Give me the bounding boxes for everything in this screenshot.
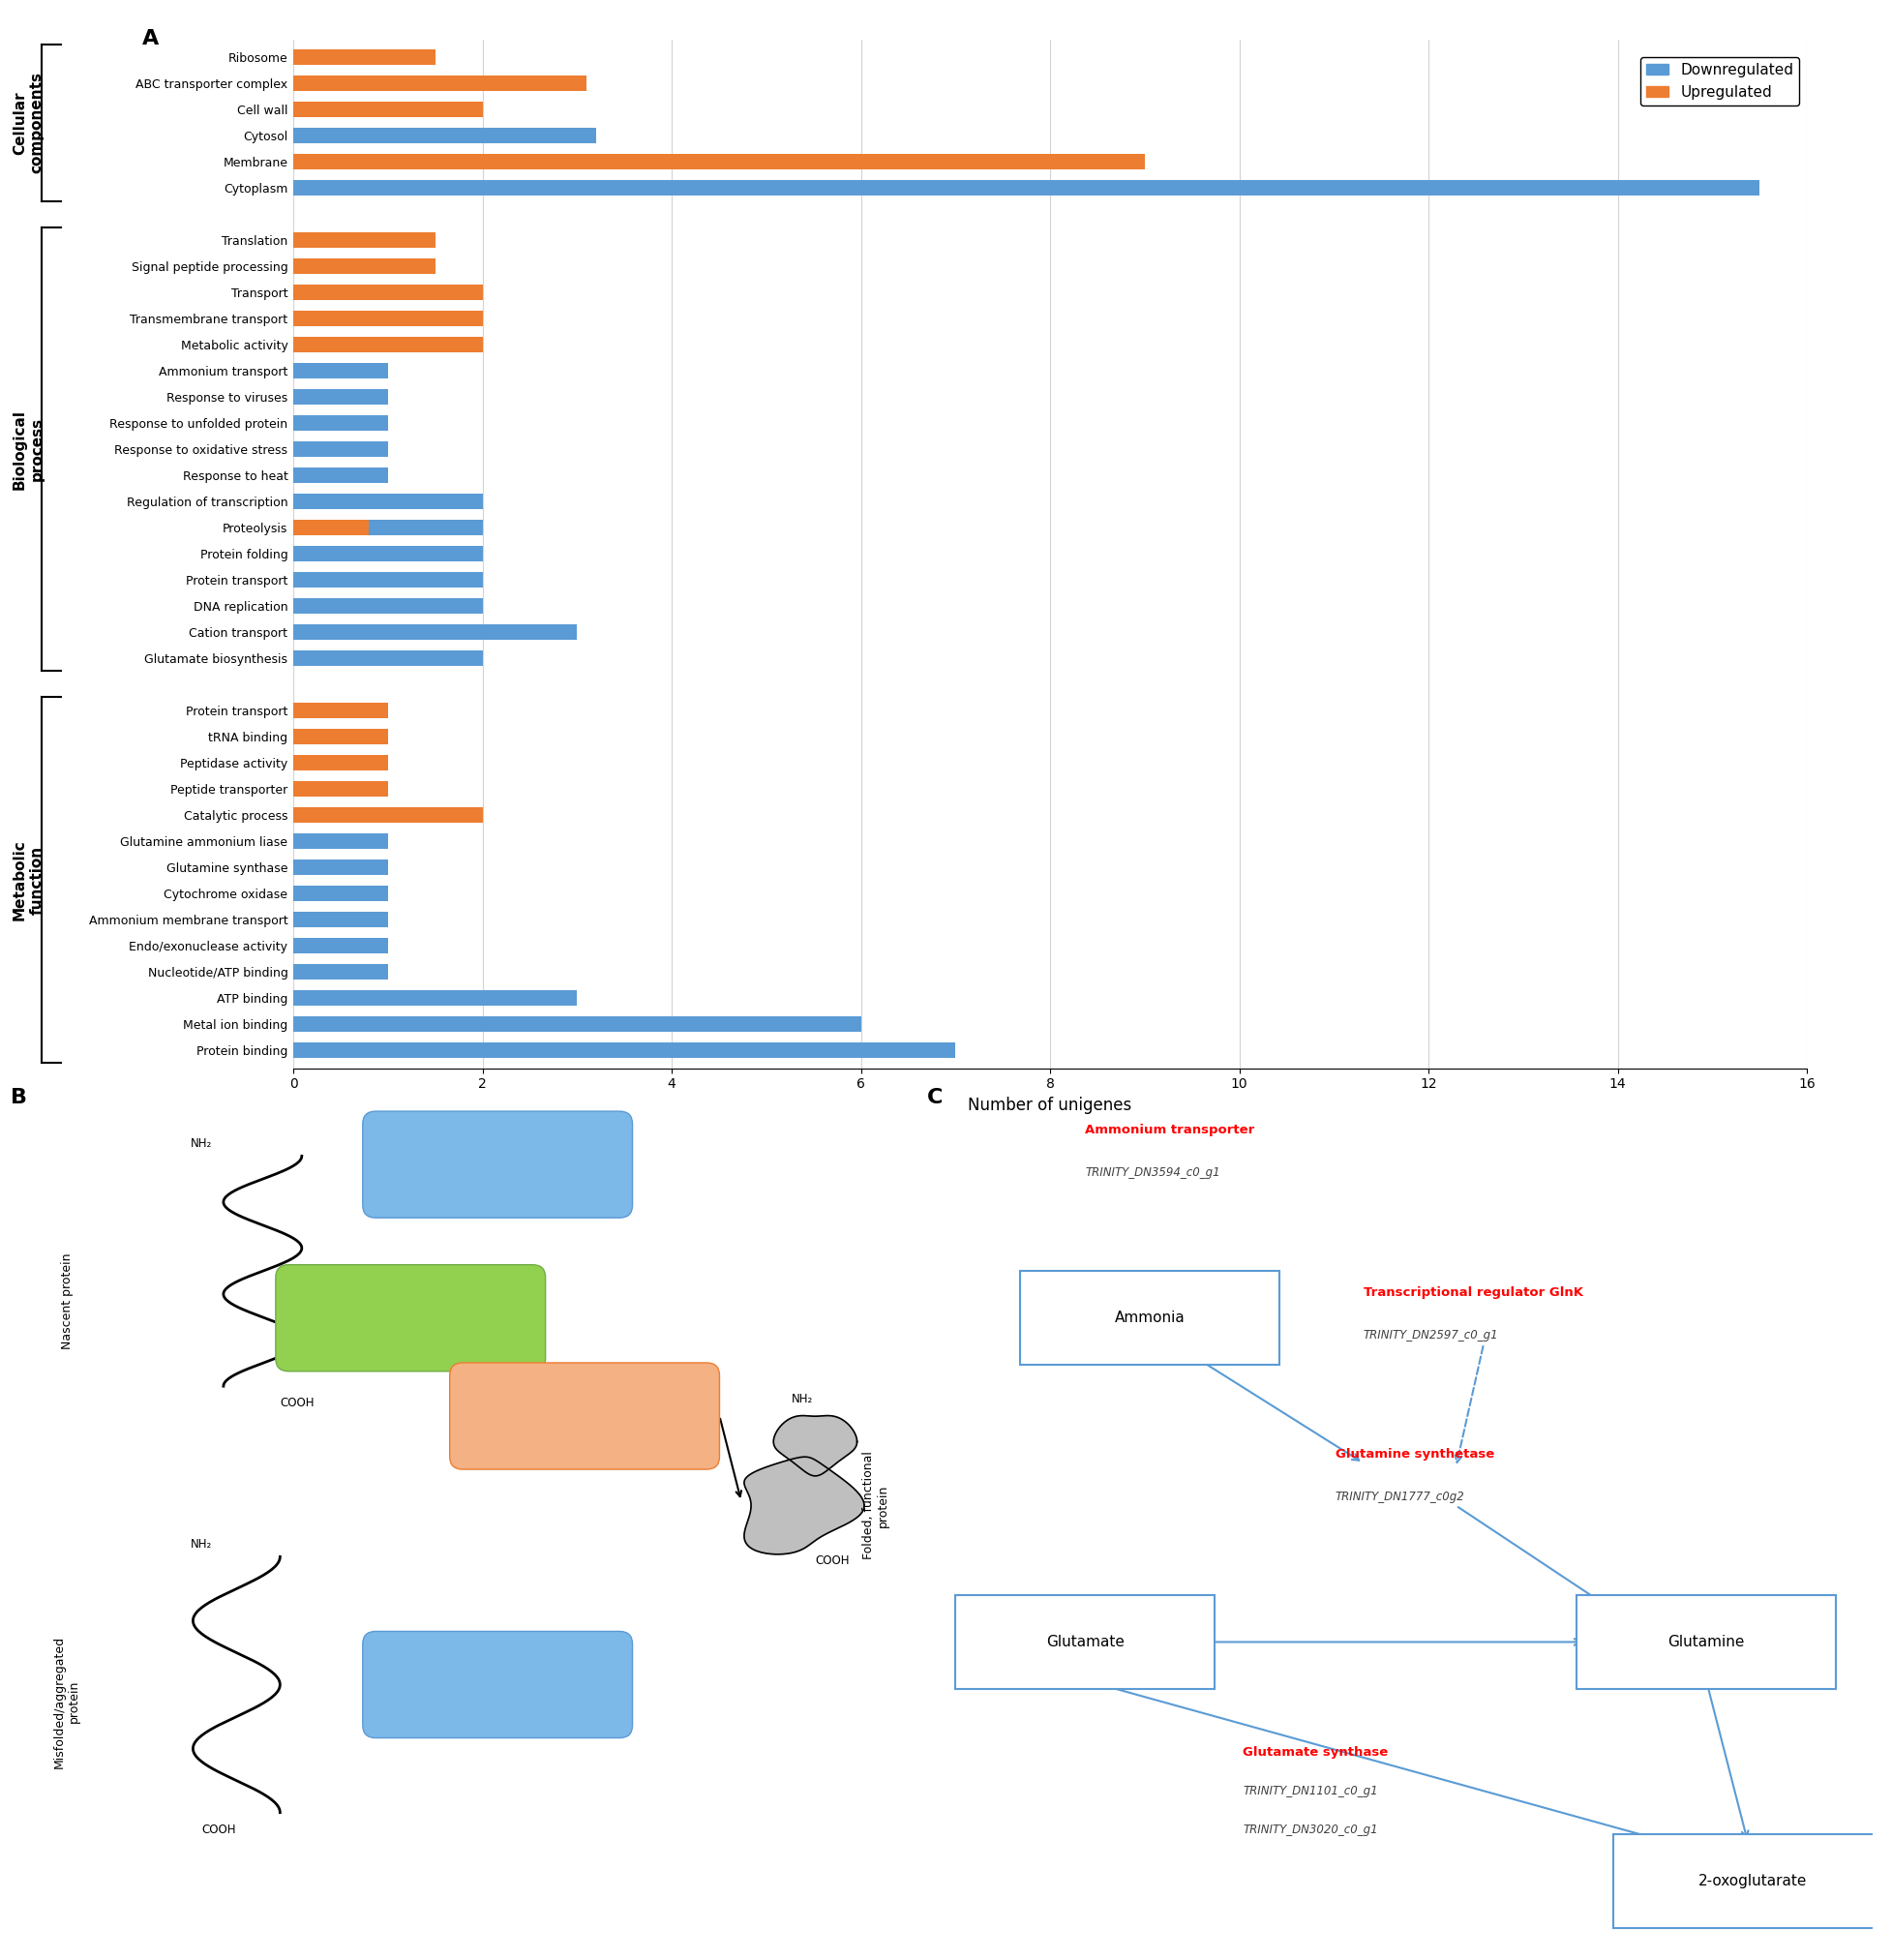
- Bar: [293, 702, 388, 717]
- Polygon shape: [744, 1456, 865, 1554]
- Text: Misfolded/aggregated
protein: Misfolded/aggregated protein: [53, 1635, 79, 1768]
- Bar: [293, 102, 482, 118]
- Bar: [293, 1043, 955, 1058]
- Text: TRINITY_DN1782_c0_g1: TRINITY_DN1782_c0_g1: [437, 1686, 558, 1697]
- Text: C: C: [927, 1088, 944, 1107]
- Text: TRINITY_DN1101_c0_g1: TRINITY_DN1101_c0_g1: [1243, 1786, 1377, 1797]
- Bar: [293, 180, 1760, 196]
- Legend: Downregulated, Upregulated: Downregulated, Upregulated: [1640, 57, 1799, 106]
- Bar: [293, 416, 388, 431]
- FancyBboxPatch shape: [1614, 1835, 1892, 1927]
- Bar: [293, 1015, 861, 1031]
- Bar: [293, 390, 388, 406]
- Text: Nascent protein: Nascent protein: [61, 1252, 74, 1348]
- Text: Metabolic
function: Metabolic function: [13, 839, 44, 921]
- Text: Glutamine: Glutamine: [1667, 1635, 1744, 1648]
- FancyBboxPatch shape: [363, 1111, 632, 1217]
- Text: COOH: COOH: [202, 1823, 236, 1837]
- Bar: [293, 651, 482, 666]
- Bar: [293, 964, 388, 980]
- Text: NH₂: NH₂: [191, 1539, 212, 1550]
- Text: COOH: COOH: [280, 1397, 314, 1409]
- Text: ClpB: ClpB: [481, 1662, 515, 1676]
- Bar: [293, 572, 482, 588]
- Bar: [293, 155, 1050, 171]
- FancyBboxPatch shape: [363, 1631, 632, 1739]
- Bar: [293, 780, 388, 796]
- Text: NH₂: NH₂: [791, 1394, 814, 1405]
- Text: COOH: COOH: [815, 1554, 850, 1568]
- Text: Glutamine synthetase: Glutamine synthetase: [1336, 1448, 1495, 1460]
- Bar: [293, 729, 388, 745]
- FancyBboxPatch shape: [955, 1595, 1215, 1690]
- Bar: [293, 755, 388, 770]
- Text: Biological
process: Biological process: [13, 410, 44, 490]
- Bar: [293, 76, 587, 92]
- Bar: [293, 990, 577, 1005]
- Text: NH₂: NH₂: [191, 1137, 212, 1149]
- Text: Transcriptional regulator GlnK: Transcriptional regulator GlnK: [1362, 1286, 1584, 1299]
- Polygon shape: [774, 1415, 857, 1476]
- Bar: [293, 886, 388, 902]
- Bar: [293, 233, 435, 249]
- FancyBboxPatch shape: [450, 1362, 719, 1470]
- Bar: [293, 337, 482, 353]
- Text: B: B: [9, 1088, 26, 1107]
- Bar: [293, 858, 388, 874]
- Bar: [293, 833, 388, 849]
- X-axis label: Number of unigenes: Number of unigenes: [969, 1096, 1131, 1113]
- Bar: [293, 911, 388, 927]
- Bar: [293, 363, 388, 378]
- Text: DnaJ: DnaJ: [481, 1143, 515, 1156]
- Text: Cellular
components: Cellular components: [13, 73, 44, 174]
- FancyBboxPatch shape: [276, 1264, 545, 1372]
- Bar: [293, 155, 1145, 171]
- Bar: [293, 468, 388, 484]
- Text: +: +: [454, 1407, 471, 1425]
- Bar: [293, 547, 482, 561]
- Text: DnaK: DnaK: [390, 1296, 431, 1309]
- Text: Glutamate synthase: Glutamate synthase: [1243, 1746, 1389, 1760]
- Text: TRINITY_DN2597_c0_g1: TRINITY_DN2597_c0_g1: [1362, 1329, 1498, 1341]
- Text: Glutamate: Glutamate: [1046, 1635, 1124, 1648]
- Bar: [293, 598, 482, 613]
- Text: 2-oxoglutarate: 2-oxoglutarate: [1699, 1874, 1807, 1887]
- Bar: [293, 127, 596, 143]
- Bar: [293, 937, 388, 953]
- Bar: [293, 49, 435, 65]
- Text: Ammonium transporter: Ammonium transporter: [1086, 1125, 1254, 1137]
- Text: GrpE: GrpE: [566, 1394, 604, 1407]
- FancyBboxPatch shape: [1576, 1595, 1835, 1690]
- Text: Folded, functional
protein: Folded, functional protein: [863, 1452, 889, 1560]
- Bar: [293, 519, 369, 535]
- Text: TRINITY_DN3020_c0_g1: TRINITY_DN3020_c0_g1: [1243, 1823, 1377, 1837]
- Text: TRINITY_DN1777_c0g2: TRINITY_DN1777_c0g2: [1336, 1492, 1464, 1503]
- Bar: [293, 623, 577, 639]
- Bar: [293, 519, 482, 535]
- Bar: [293, 259, 435, 274]
- Bar: [293, 808, 482, 823]
- Bar: [293, 312, 482, 327]
- Text: A: A: [142, 29, 159, 49]
- Text: TRINITY_DN1376_c0_g1: TRINITY_DN1376_c0_g1: [437, 1166, 558, 1176]
- Text: TRINITY_DN1855_c4_g1: TRINITY_DN1855_c4_g1: [350, 1319, 471, 1331]
- Text: TRINITY_DN1855_c5_g1: TRINITY_DN1855_c5_g1: [524, 1417, 645, 1429]
- Text: Ammonia: Ammonia: [1114, 1311, 1184, 1325]
- FancyBboxPatch shape: [1020, 1272, 1279, 1364]
- Bar: [293, 284, 482, 300]
- Bar: [293, 441, 388, 457]
- Bar: [293, 494, 482, 510]
- Text: TRINITY_DN3594_c0_g1: TRINITY_DN3594_c0_g1: [1086, 1166, 1220, 1180]
